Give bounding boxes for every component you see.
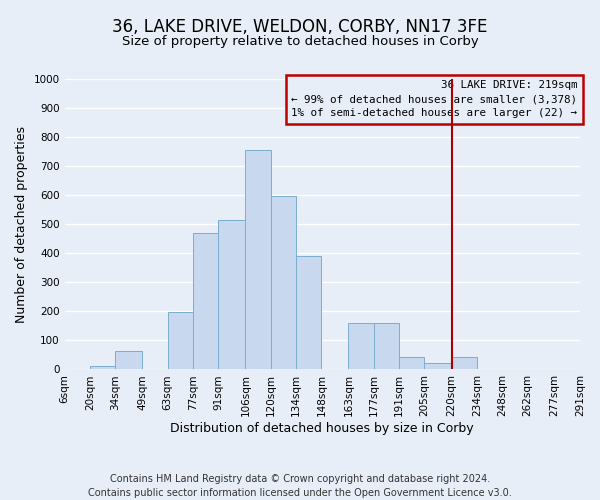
- Bar: [452, 358, 477, 370]
- Bar: [218, 220, 245, 370]
- Bar: [193, 232, 218, 370]
- X-axis label: Distribution of detached houses by size in Corby: Distribution of detached houses by size …: [170, 422, 474, 435]
- Bar: [167, 312, 193, 370]
- Y-axis label: Number of detached properties: Number of detached properties: [15, 126, 28, 322]
- Bar: [271, 196, 296, 370]
- Text: Size of property relative to detached houses in Corby: Size of property relative to detached ho…: [122, 35, 478, 48]
- Bar: [374, 323, 399, 370]
- Bar: [349, 323, 374, 370]
- Bar: [245, 150, 271, 370]
- Text: Contains HM Land Registry data © Crown copyright and database right 2024.
Contai: Contains HM Land Registry data © Crown c…: [88, 474, 512, 498]
- Text: 36 LAKE DRIVE: 219sqm
← 99% of detached houses are smaller (3,378)
1% of semi-de: 36 LAKE DRIVE: 219sqm ← 99% of detached …: [292, 80, 577, 118]
- Bar: [115, 352, 142, 370]
- Bar: [296, 256, 322, 370]
- Text: 36, LAKE DRIVE, WELDON, CORBY, NN17 3FE: 36, LAKE DRIVE, WELDON, CORBY, NN17 3FE: [112, 18, 488, 36]
- Bar: [424, 363, 452, 370]
- Bar: [399, 358, 424, 370]
- Bar: [90, 366, 115, 370]
